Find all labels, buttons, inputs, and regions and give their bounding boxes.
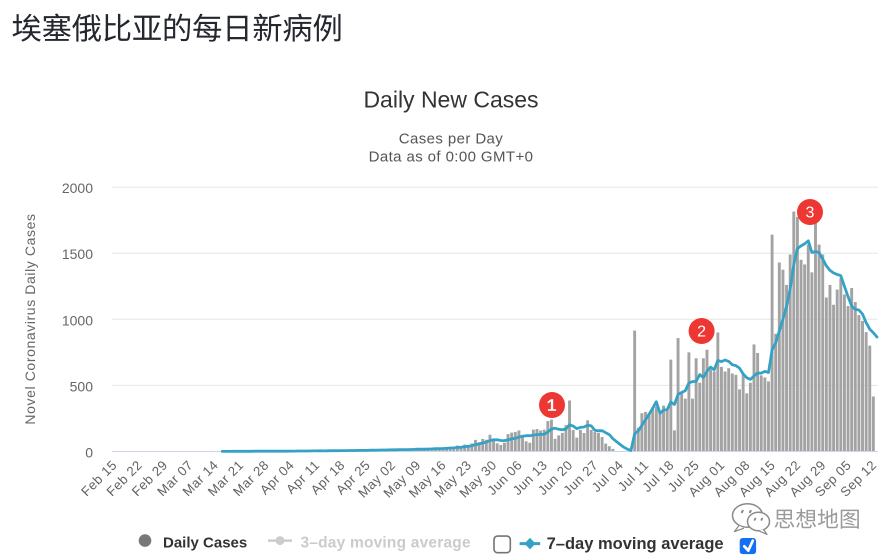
svg-text:7–day moving average: 7–day moving average xyxy=(547,535,724,553)
svg-text:Cases per Day: Cases per Day xyxy=(399,131,504,148)
svg-text:3–day moving average: 3–day moving average xyxy=(301,535,471,552)
svg-text:Daily New Cases: Daily New Cases xyxy=(363,87,538,113)
svg-text:Data as of 0:00 GMT+0: Data as of 0:00 GMT+0 xyxy=(369,148,534,165)
svg-text:0: 0 xyxy=(85,445,93,461)
svg-text:2: 2 xyxy=(697,324,706,341)
svg-text:3: 3 xyxy=(806,205,815,222)
svg-text:1500: 1500 xyxy=(62,246,93,262)
svg-text:2000: 2000 xyxy=(62,180,93,196)
svg-text:1000: 1000 xyxy=(62,312,93,328)
svg-text:Novel Coronavirus Daily Cases: Novel Coronavirus Daily Cases xyxy=(22,213,38,424)
svg-text:Daily Cases: Daily Cases xyxy=(163,535,247,552)
svg-text:500: 500 xyxy=(70,378,94,394)
